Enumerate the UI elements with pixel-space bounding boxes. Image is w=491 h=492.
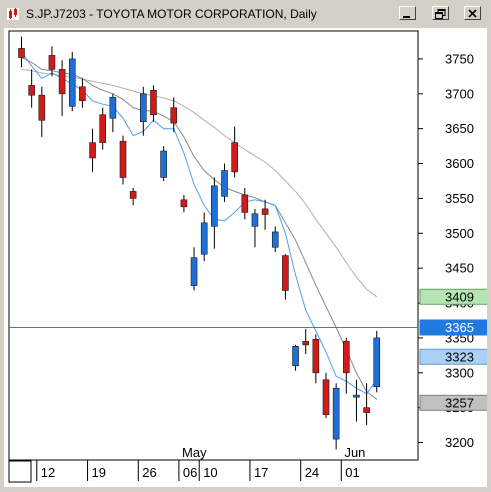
month-label: Jun [344, 445, 365, 460]
y-tick-label: 3650 [445, 121, 474, 136]
x-tick-label: 01 [345, 465, 359, 480]
candle-up[interactable] [200, 222, 208, 255]
restore-icon [435, 9, 446, 19]
candle-down[interactable] [58, 69, 66, 95]
candle-up[interactable] [221, 170, 228, 197]
close-button[interactable] [464, 6, 481, 20]
x-tick-label: 17 [254, 465, 268, 480]
candle-up[interactable] [353, 394, 360, 398]
moving-average-mid [21, 57, 378, 400]
x-tick-label: 12 [41, 465, 55, 480]
candle-down[interactable] [342, 341, 350, 374]
candle-down[interactable] [241, 194, 249, 213]
chart-app-icon [7, 8, 19, 20]
minimize-icon [403, 16, 410, 18]
candle-down[interactable] [282, 255, 289, 291]
candle-down[interactable] [180, 199, 188, 208]
y-tick-label: 3450 [445, 261, 474, 276]
candle-down[interactable] [18, 48, 25, 58]
candle-down[interactable] [79, 86, 86, 102]
candle-down[interactable] [322, 379, 330, 415]
y-tick-label: 3300 [445, 365, 474, 380]
candle-down[interactable] [99, 114, 106, 143]
candle-up[interactable] [109, 96, 117, 119]
y-tick-label: 3700 [445, 86, 474, 101]
x-tick-label: 24 [305, 465, 319, 480]
price-label: 3323 [445, 349, 474, 364]
price-label: 3409 [445, 289, 474, 304]
x-axis-corner-box [8, 460, 32, 483]
chart-window[interactable]: 3200325033003350340034503500355036003650… [4, 28, 489, 487]
x-tick-label: 10 [203, 465, 217, 480]
close-icon [468, 9, 477, 18]
x-tick-label: 19 [92, 465, 106, 480]
candle-down[interactable] [231, 142, 238, 173]
candle-down[interactable] [312, 339, 320, 374]
candle-down[interactable] [48, 55, 56, 70]
candle-up[interactable] [140, 93, 147, 122]
candle-down[interactable] [170, 107, 178, 124]
window-title: S.JP.J7203 - TOYOTA MOTOR CORPORATION, D… [26, 7, 317, 21]
price-label: 3257 [445, 395, 474, 410]
candle-up[interactable] [373, 337, 381, 388]
y-tick-label: 3600 [445, 156, 474, 171]
moving-average-slow [21, 68, 378, 298]
y-tick-label: 3500 [445, 226, 474, 241]
candle-up[interactable] [251, 213, 259, 227]
x-tick-label: 26 [142, 465, 156, 480]
y-tick-label: 3550 [445, 191, 474, 206]
candle-down[interactable] [150, 89, 157, 116]
candle-up[interactable] [332, 387, 340, 440]
candle-up[interactable] [271, 231, 279, 248]
candle-up[interactable] [68, 58, 76, 107]
candlestick-chart[interactable]: 3200325033003350340034503500355036003650… [4, 28, 489, 487]
candle-down[interactable] [302, 341, 310, 346]
x-tick-label: 06 [183, 465, 197, 480]
candle-up[interactable] [211, 185, 218, 227]
candle-down[interactable] [129, 191, 137, 199]
candle-up[interactable] [160, 150, 167, 178]
price-label: 3365 [445, 320, 474, 335]
y-tick-label: 3750 [445, 51, 474, 66]
window-titlebar: S.JP.J7203 - TOYOTA MOTOR CORPORATION, D… [0, 0, 491, 28]
candle-down[interactable] [28, 85, 35, 96]
minimize-button[interactable] [399, 6, 416, 20]
candle-down[interactable] [119, 140, 127, 178]
candle-down[interactable] [89, 142, 96, 159]
y-tick-label: 3200 [445, 435, 474, 450]
candle-down[interactable] [363, 407, 370, 413]
candle-up[interactable] [190, 257, 198, 286]
maximize-button[interactable] [432, 6, 449, 20]
candle-down[interactable] [38, 94, 46, 121]
candle-up[interactable] [292, 345, 299, 367]
candle-down[interactable] [261, 208, 269, 215]
month-label: May [182, 445, 207, 460]
plot-area[interactable] [8, 30, 419, 461]
